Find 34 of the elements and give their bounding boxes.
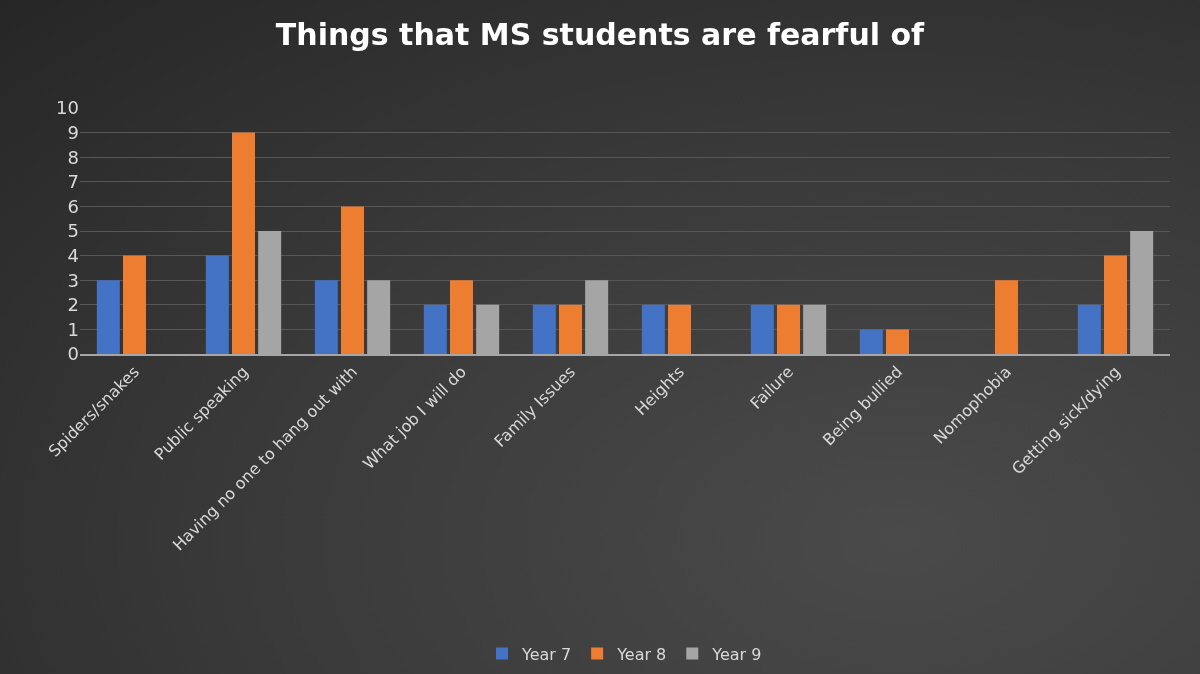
bar bbox=[1077, 304, 1101, 354]
bar bbox=[314, 280, 338, 354]
y-tick-label: 9 bbox=[67, 121, 79, 143]
bar bbox=[205, 255, 229, 354]
y-tick-label: 4 bbox=[67, 244, 79, 266]
y-tick-label: 6 bbox=[67, 195, 79, 217]
legend-label: Year 7 bbox=[521, 644, 572, 664]
y-tick-label: 2 bbox=[67, 294, 79, 316]
y-tick-label: 1 bbox=[67, 318, 79, 340]
bar bbox=[776, 304, 801, 354]
legend-label: Year 8 bbox=[616, 644, 667, 664]
chart-title: Things that MS students are fearful of bbox=[275, 16, 926, 52]
y-tick-label: 5 bbox=[67, 220, 79, 242]
bar bbox=[994, 280, 1019, 354]
legend-label: Year 9 bbox=[711, 644, 762, 664]
bar bbox=[558, 304, 583, 354]
bar bbox=[231, 132, 256, 354]
bar bbox=[532, 304, 556, 354]
y-tick-label: 0 bbox=[67, 343, 79, 365]
bar bbox=[1103, 255, 1128, 354]
bar bbox=[340, 206, 365, 354]
bar bbox=[96, 280, 120, 354]
bar bbox=[885, 329, 910, 354]
bar bbox=[122, 255, 147, 354]
bar bbox=[859, 329, 883, 354]
bar bbox=[449, 280, 474, 354]
y-tick-label: 8 bbox=[67, 146, 79, 168]
y-tick-label: 10 bbox=[56, 97, 79, 119]
bar bbox=[667, 304, 692, 354]
y-tick-label: 3 bbox=[67, 269, 79, 291]
y-tick-label: 7 bbox=[67, 171, 79, 193]
bar bbox=[750, 304, 774, 354]
bar bbox=[641, 304, 665, 354]
bar bbox=[423, 304, 447, 354]
